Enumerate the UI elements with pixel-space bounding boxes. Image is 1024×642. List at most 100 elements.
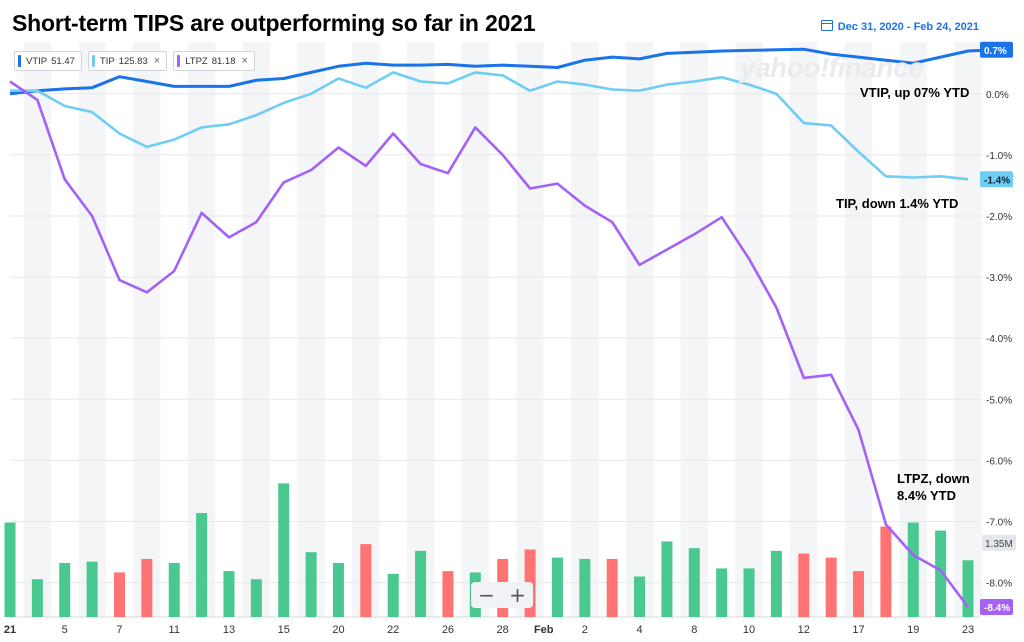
volume-bar bbox=[278, 483, 290, 617]
volume-bar bbox=[31, 579, 43, 617]
y-tick-label: -7.0% bbox=[986, 517, 1012, 528]
legend-chip-vtip[interactable]: VTIP 51.47 bbox=[14, 51, 82, 71]
shade-band bbox=[571, 42, 599, 617]
annotation-ltpz-line1: LTPZ, down bbox=[897, 471, 970, 486]
close-icon[interactable]: × bbox=[153, 55, 161, 67]
end-label-badge bbox=[980, 599, 1013, 616]
legend-chip-tip[interactable]: TIP 125.83 × bbox=[87, 51, 168, 71]
x-tick-label: 21 bbox=[4, 624, 16, 636]
volume-bar bbox=[196, 513, 208, 617]
annotation-tip: TIP, down 1.4% YTD bbox=[836, 196, 959, 211]
end-label-badge bbox=[980, 171, 1013, 188]
series-lines bbox=[9, 46, 999, 608]
legend-swatch-vtip bbox=[18, 55, 21, 67]
y-tick-label: -4.0% bbox=[986, 334, 1012, 345]
y-tick-label: 0.0% bbox=[986, 90, 1009, 101]
x-axis: 21 5 7 11 13 15 20 22 26 28 Feb 2 4 8 10 12 17 19 23 bbox=[4, 624, 974, 636]
x-tick-label: 13 bbox=[223, 624, 235, 636]
volume-bar bbox=[579, 558, 591, 617]
x-tick-label: 11 bbox=[169, 624, 180, 636]
volume-bar bbox=[661, 541, 673, 617]
shade-band bbox=[78, 42, 106, 617]
volume-bar bbox=[250, 579, 262, 617]
end-label-badge bbox=[980, 41, 1013, 58]
x-tick-label: 7 bbox=[116, 624, 122, 636]
calendar-icon bbox=[820, 20, 833, 31]
shade-bands bbox=[23, 42, 982, 617]
shade-band bbox=[844, 42, 873, 617]
volume-bar bbox=[853, 571, 865, 617]
volume-label-badge bbox=[982, 534, 1016, 551]
gridlines bbox=[10, 93, 980, 618]
legend: VTIP 51.47 TIP 125.83 × LTPZ 81.18 × bbox=[14, 51, 255, 71]
volume-bar bbox=[798, 553, 810, 617]
shade-band bbox=[297, 42, 325, 617]
volume-bar bbox=[442, 571, 454, 617]
x-tick-label: 12 bbox=[798, 624, 810, 636]
shade-band bbox=[133, 42, 161, 617]
volume-bar bbox=[770, 550, 782, 617]
volume-bar bbox=[935, 530, 947, 617]
volume-bar bbox=[141, 558, 153, 617]
x-tick-label: 19 bbox=[907, 624, 919, 636]
y-tick-label: -2.0% bbox=[986, 212, 1012, 223]
volume-bar bbox=[551, 557, 563, 617]
chart-title: Short-term TIPS are outperforming so far… bbox=[12, 10, 536, 36]
legend-swatch-tip bbox=[91, 55, 95, 67]
y-tick-label: -1.0% bbox=[986, 151, 1012, 162]
volume-bar bbox=[634, 576, 646, 617]
x-tick-label: 2 bbox=[582, 624, 588, 636]
x-tick-label: 5 bbox=[62, 624, 68, 636]
shade-band bbox=[516, 42, 544, 617]
volume-label: 1.35M bbox=[985, 539, 1013, 550]
volume-bar bbox=[415, 550, 427, 617]
volume-bar bbox=[387, 573, 399, 617]
x-tick-label: 4 bbox=[636, 624, 642, 636]
shade-band bbox=[625, 42, 654, 617]
shade-band bbox=[954, 42, 982, 617]
date-range-label: Dec 31, 2020 - Feb 24, 2021 bbox=[837, 21, 979, 33]
volume-bar bbox=[86, 561, 98, 617]
volume-bar bbox=[223, 571, 235, 617]
zoom-out-button[interactable]: − bbox=[478, 583, 495, 607]
x-tick-label: 17 bbox=[852, 624, 864, 636]
series-line-vtip bbox=[9, 47, 996, 96]
x-tick-label: 10 bbox=[743, 624, 755, 636]
legend-ticker: TIP bbox=[99, 55, 115, 67]
legend-ticker: LTPZ bbox=[185, 55, 208, 67]
shade-band bbox=[406, 42, 435, 617]
x-tick-label: 22 bbox=[387, 624, 399, 636]
y-tick-label: -3.0% bbox=[986, 273, 1012, 284]
volume-bar bbox=[332, 563, 344, 617]
y-tick-label: -6.0% bbox=[986, 456, 1012, 467]
y-axis: 0.0% -1.0% -2.0% -3.0% -4.0% -5.0% -6.0% -7.0% -… bbox=[986, 90, 1012, 590]
annotation-vtip: VTIP, up 07% YTD bbox=[860, 85, 970, 100]
volume-bar bbox=[360, 544, 372, 617]
x-tick-label: 20 bbox=[332, 624, 344, 636]
volume-bar bbox=[305, 552, 317, 617]
zoom-in-button[interactable]: + bbox=[509, 583, 526, 607]
legend-value: 81.18 bbox=[211, 55, 236, 67]
x-tick-label: 8 bbox=[691, 624, 697, 636]
legend-value: 51.47 bbox=[51, 55, 75, 67]
x-tick-label: 15 bbox=[278, 624, 290, 636]
x-tick-label: Feb bbox=[534, 624, 554, 636]
series-line-tip bbox=[10, 71, 969, 181]
x-tick-label: 26 bbox=[442, 624, 454, 636]
annotation-ltpz: LTPZ, down 8.4% YTD bbox=[897, 470, 970, 504]
volume-bar bbox=[4, 522, 16, 617]
close-icon[interactable]: × bbox=[241, 55, 248, 67]
date-range-button[interactable]: Dec 31, 2020 - Feb 24, 2021 bbox=[820, 20, 979, 33]
end-labels: 0.7% -1.4% -8.4% bbox=[980, 41, 1013, 616]
x-tick-label: 23 bbox=[962, 624, 974, 636]
x-tick-label: 28 bbox=[497, 624, 509, 636]
legend-ticker: VTIP bbox=[26, 55, 48, 67]
legend-swatch-ltpz bbox=[177, 55, 181, 67]
end-label-ltpz: -8.4% bbox=[984, 603, 1010, 614]
volume-bar bbox=[880, 526, 892, 617]
volume-bar bbox=[907, 522, 919, 617]
yahoo-finance-watermark: yahoo!finance bbox=[740, 52, 924, 83]
legend-chip-ltpz[interactable]: LTPZ 81.18 × bbox=[173, 51, 255, 71]
volume-bar bbox=[825, 557, 837, 617]
